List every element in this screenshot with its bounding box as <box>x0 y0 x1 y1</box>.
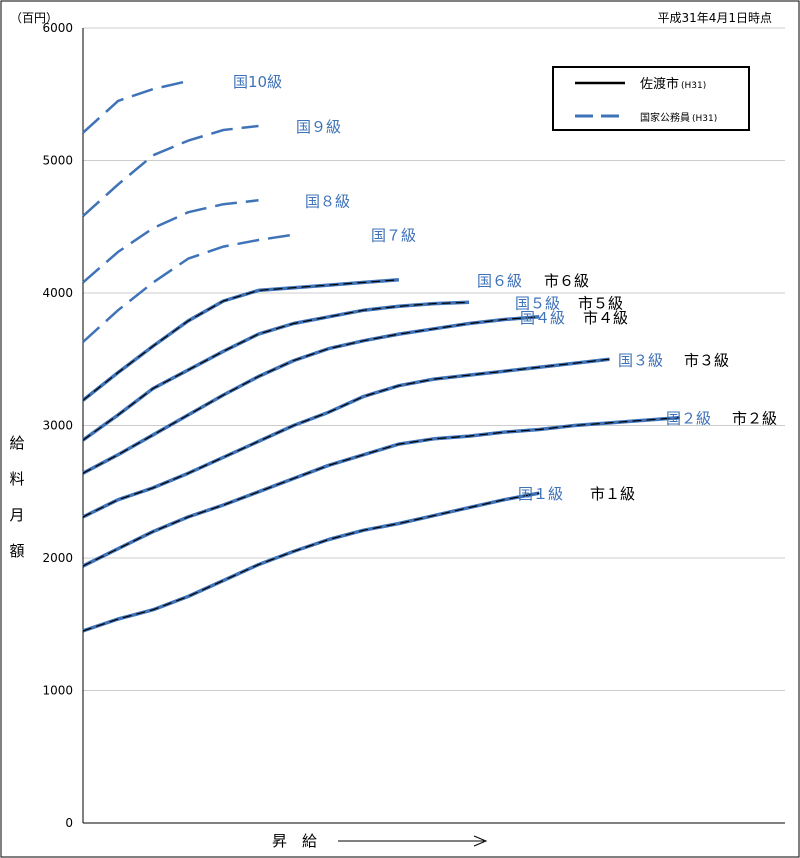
series-label-kuni: 国10級 <box>233 73 282 91</box>
series-line-shi <box>82 279 399 401</box>
series-line-shi <box>82 301 470 441</box>
y-tick-label: 5000 <box>42 154 73 168</box>
series-label-kuni: 国２級 <box>666 410 711 428</box>
y-tick-label: 3000 <box>42 419 73 433</box>
date-note: 平成31年4月1日時点 <box>657 11 772 25</box>
series-line-shi <box>82 316 540 474</box>
series-line-kuni-dashed <box>82 124 259 218</box>
legend: 佐渡市 (H31) 国家公務員 (H31) <box>552 66 750 131</box>
series-label-kuni: 国６級 <box>477 272 522 290</box>
grid <box>82 27 785 824</box>
series-label-kuni: 国５級 <box>515 294 560 312</box>
series-label-shi: 市４級 <box>583 309 628 327</box>
y-tick-label: 2000 <box>42 551 73 565</box>
y-axis-label-char: 給 <box>9 434 24 452</box>
x-axis-arrow-head <box>473 835 488 847</box>
legend-shi-name: 佐渡市 <box>640 76 679 92</box>
series-line-shi <box>82 358 610 518</box>
series-line-kuni-dashed <box>82 233 294 343</box>
series-label-shi: 市６級 <box>544 272 589 290</box>
series-lines <box>81 79 680 633</box>
legend-kuni-year: (H31) <box>692 114 717 124</box>
series-label-kuni: 国１級 <box>518 485 563 503</box>
series-line-kuni-dashed <box>82 79 189 134</box>
series-line-shi <box>82 417 680 567</box>
series-label-kuni: 国７級 <box>371 227 416 245</box>
legend-label-shi: 佐渡市 (H31) <box>640 76 706 92</box>
y-axis-label-char: 月 <box>9 506 24 524</box>
y-tick-label: 4000 <box>42 286 73 300</box>
legend-label-kuni: 国家公務員 (H31) <box>640 111 717 124</box>
series-label-shi: 市２級 <box>732 410 777 428</box>
series-line-shi <box>82 492 540 632</box>
series-label-shi: 市１級 <box>590 485 635 503</box>
legend-kuni-name: 国家公務員 <box>640 111 690 124</box>
series-label-shi: 市５級 <box>578 294 623 312</box>
series-labels: 国１級 市１級 国２級 市２級 国３級 市３級 国４級 市４級 国５級 市５級 国６級 市６級 国７級 国… <box>233 73 777 503</box>
series-label-kuni: 国４級 <box>520 309 565 327</box>
legend-box <box>552 66 750 131</box>
x-axis-label: 昇 給 <box>272 832 317 850</box>
y-tick-label: 0 <box>65 816 73 830</box>
y-tick-labels: 0 1000 2000 3000 4000 5000 6000 <box>42 21 73 830</box>
series-label-kuni: 国９級 <box>296 118 341 136</box>
y-tick-label: 1000 <box>42 684 73 698</box>
y-axis-label-char: 料 <box>9 470 24 488</box>
y-tick-label: 6000 <box>42 21 73 35</box>
x-axis-label-group: 昇 給 <box>272 832 488 850</box>
series-label-kuni: 国３級 <box>618 351 663 369</box>
legend-shi-year: (H31) <box>681 81 706 91</box>
y-axis-label-char: 額 <box>9 542 24 560</box>
series-label-shi: 市３級 <box>684 351 729 369</box>
series-line-kuni-dashed <box>82 199 259 284</box>
y-unit-label: （百円） <box>10 11 58 25</box>
series-label-kuni: 国８級 <box>305 192 350 210</box>
